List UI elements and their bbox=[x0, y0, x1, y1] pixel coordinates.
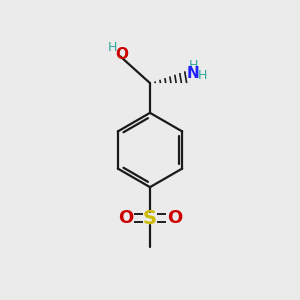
Text: H: H bbox=[108, 41, 118, 54]
Text: H: H bbox=[198, 69, 207, 82]
Text: O: O bbox=[118, 209, 133, 227]
Text: N: N bbox=[187, 66, 200, 81]
Text: H: H bbox=[188, 59, 198, 72]
Text: O: O bbox=[167, 209, 182, 227]
Text: S: S bbox=[143, 209, 157, 228]
Text: O: O bbox=[115, 47, 128, 62]
